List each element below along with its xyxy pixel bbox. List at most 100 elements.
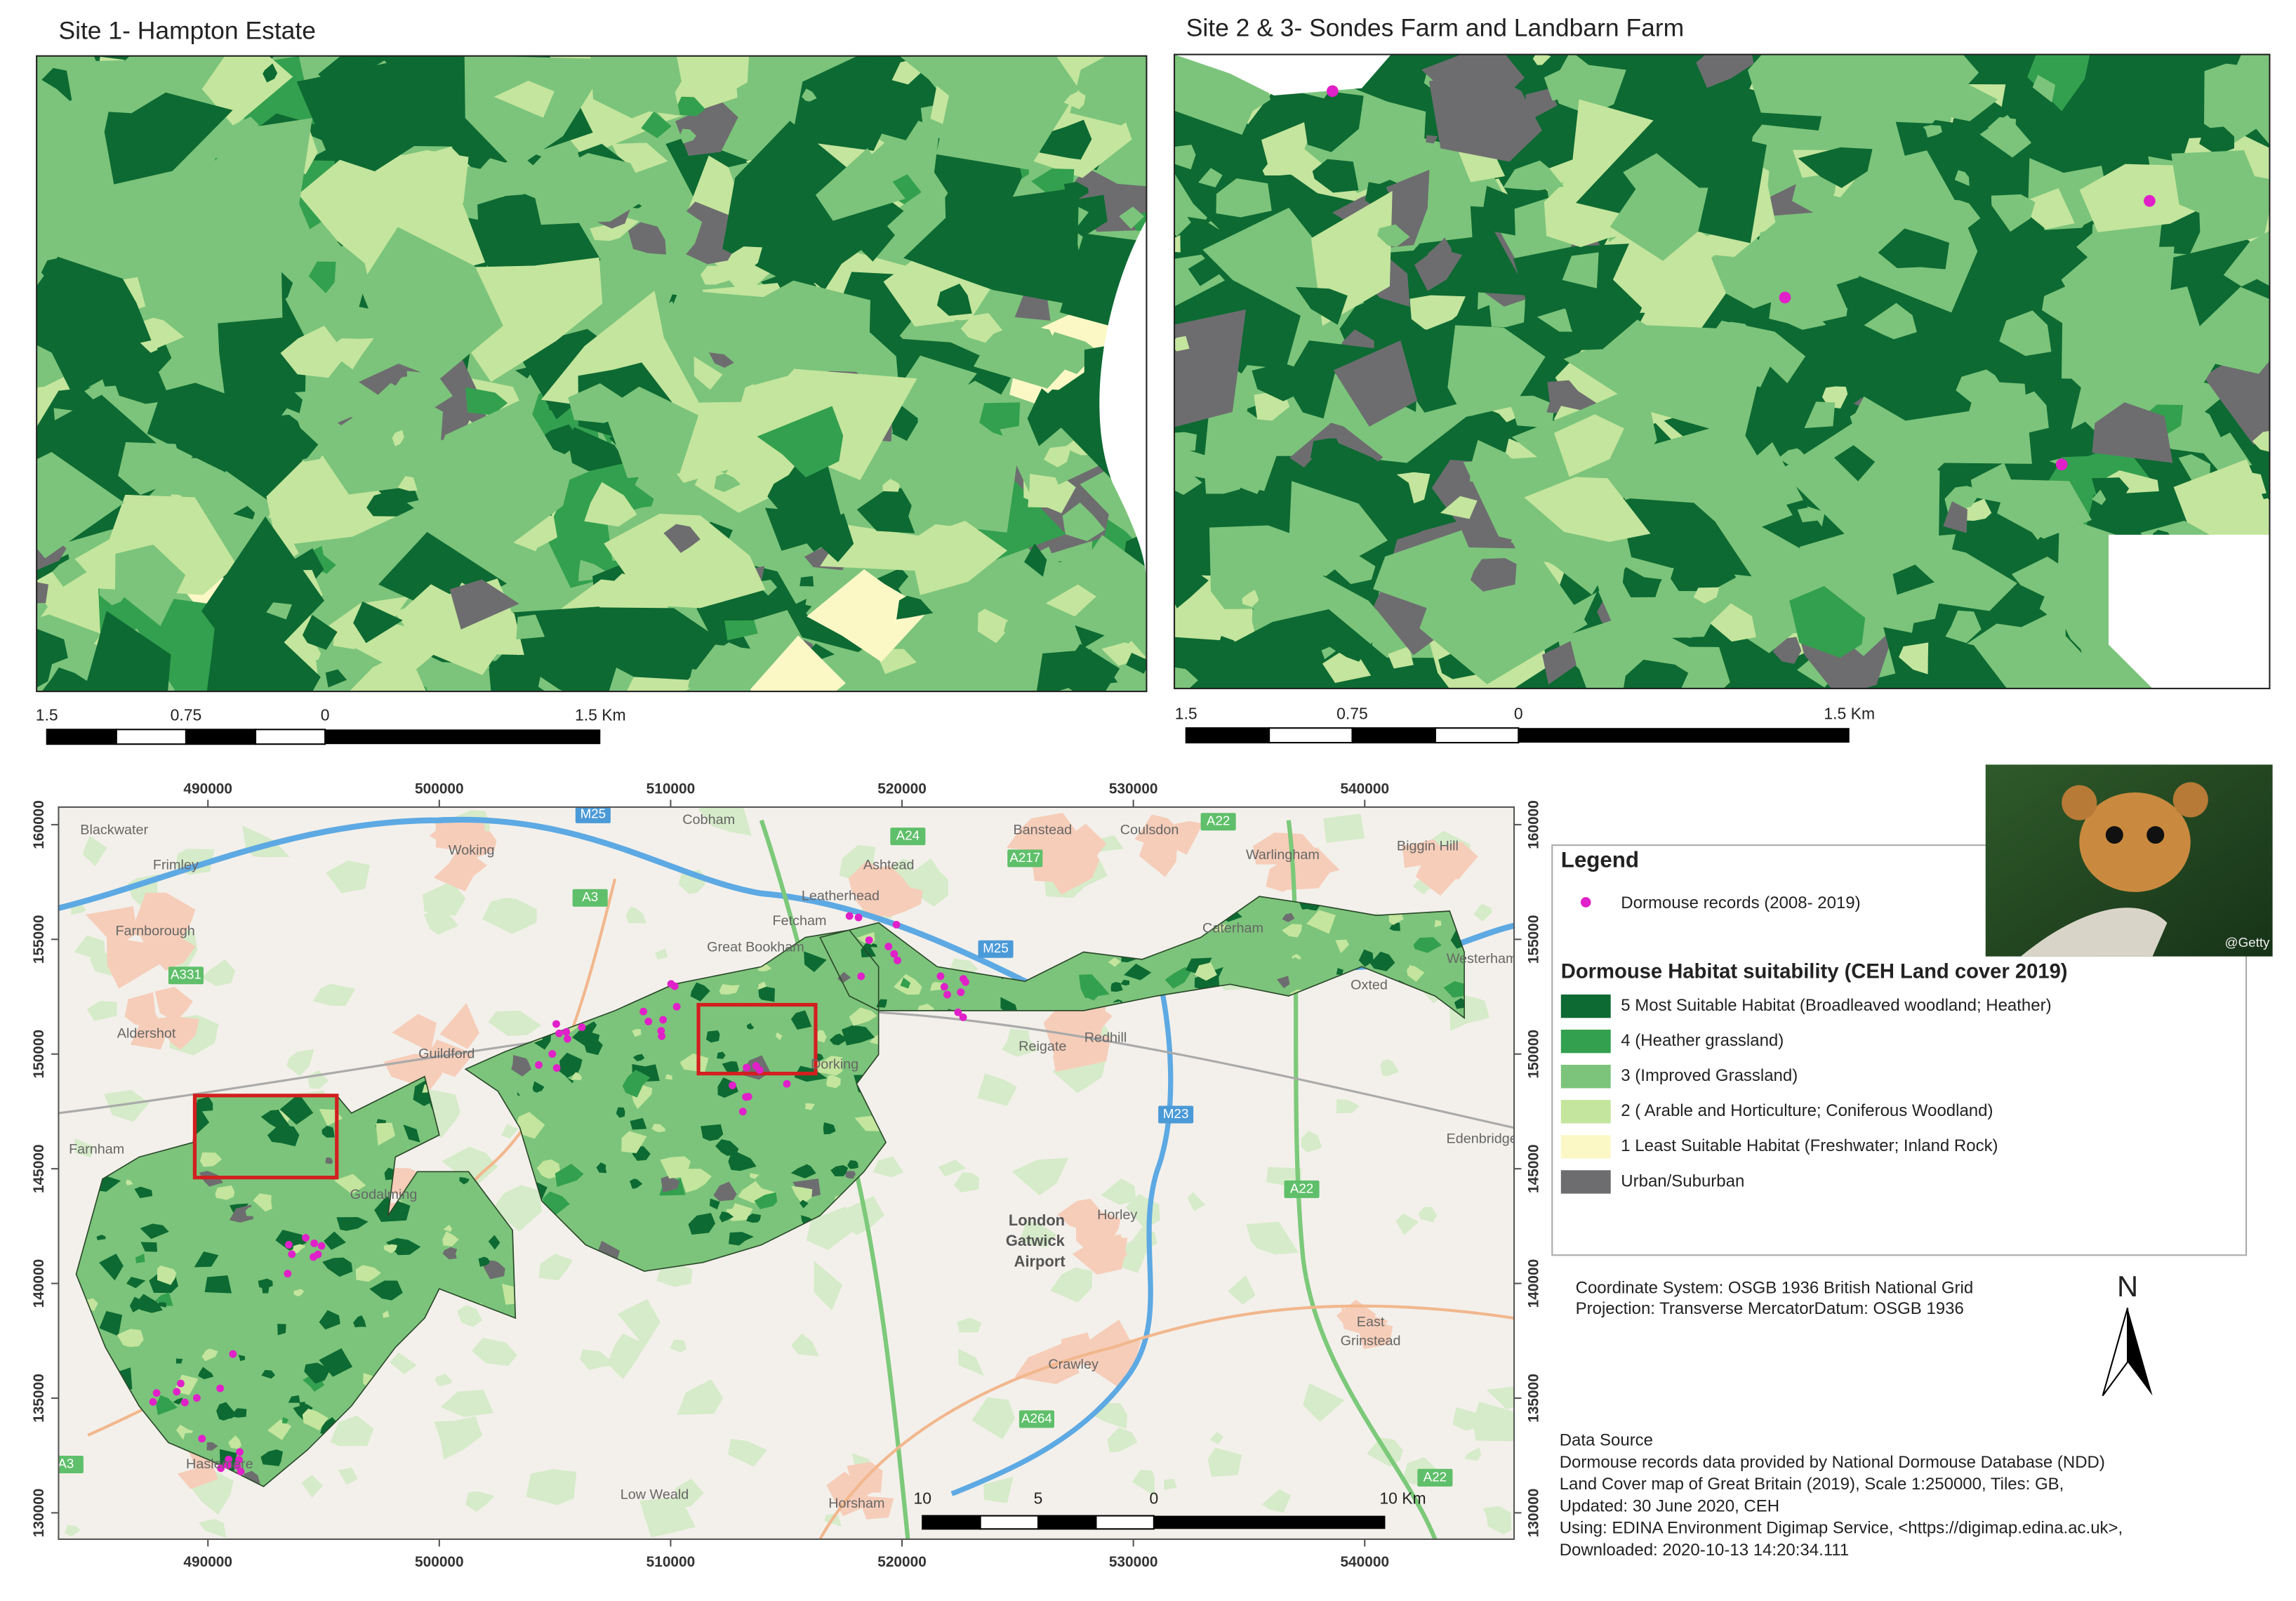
woodland xyxy=(201,959,236,987)
land-parcel xyxy=(755,1214,776,1236)
land-parcel xyxy=(1174,309,1247,427)
x-tick-label: 520000 xyxy=(877,1554,927,1570)
land-parcel xyxy=(1979,347,2003,371)
woodland xyxy=(488,1010,542,1037)
land-parcel xyxy=(478,1256,490,1267)
x-tick-label: 510000 xyxy=(646,1554,696,1570)
land-parcel xyxy=(526,349,555,381)
woodland xyxy=(538,1254,573,1281)
land-parcel xyxy=(1503,160,1565,191)
land-parcel xyxy=(1470,558,1517,592)
land-parcel xyxy=(1970,463,2015,504)
dormouse-record xyxy=(672,1002,681,1011)
land-parcel xyxy=(1358,949,1374,967)
scale-segment xyxy=(979,1515,1040,1530)
land-parcel xyxy=(118,442,185,496)
land-parcel xyxy=(799,576,814,587)
habitat-title: Dormouse Habitat suitability (CEH Land c… xyxy=(1561,960,2068,983)
land-parcel xyxy=(584,1036,603,1056)
land-parcel xyxy=(2027,54,2090,112)
land-parcel xyxy=(830,1164,849,1177)
land-parcel xyxy=(845,1171,856,1179)
road-shield xyxy=(58,1456,84,1474)
dormouse-record xyxy=(960,975,967,983)
photo-ear xyxy=(2172,782,2208,818)
land-parcel xyxy=(1945,610,1982,644)
scale-segment xyxy=(1351,727,1436,744)
land-parcel xyxy=(171,118,321,273)
road-label: A3 xyxy=(582,889,598,904)
legend-swatch xyxy=(1560,1100,1611,1124)
land-parcel xyxy=(750,1173,759,1179)
land-parcel xyxy=(397,476,418,491)
place-label: Airport xyxy=(1014,1252,1066,1270)
woodland xyxy=(434,1374,452,1386)
land-parcel xyxy=(261,1369,275,1379)
woodland xyxy=(74,935,106,962)
place-label: Warlingham xyxy=(1246,847,1320,863)
land-parcel xyxy=(1141,981,1154,990)
land-parcel xyxy=(1999,310,2052,357)
land-parcel xyxy=(1991,194,2036,232)
land-parcel xyxy=(245,1206,261,1216)
photo-credit: @Getty xyxy=(2225,935,2271,950)
woodland xyxy=(580,1349,617,1370)
land-parcel xyxy=(198,1367,214,1380)
dormouse-record xyxy=(578,1023,586,1031)
land-parcel xyxy=(1752,212,1859,297)
woodland xyxy=(492,1185,543,1232)
land-parcel xyxy=(1150,959,1175,978)
land-parcel xyxy=(960,313,1003,343)
road-label: A24 xyxy=(896,828,920,843)
land-parcel xyxy=(849,1007,877,1026)
y-tick-label: 150000 xyxy=(1526,1030,1542,1079)
land-parcel xyxy=(537,1162,557,1178)
woodland xyxy=(198,1519,227,1539)
land-parcel xyxy=(1205,472,1243,494)
land-parcel xyxy=(117,1329,144,1348)
land-parcel xyxy=(212,379,291,441)
land-parcel xyxy=(383,1310,390,1318)
land-parcel xyxy=(807,569,929,662)
land-parcel xyxy=(1014,293,1051,321)
woodland xyxy=(526,1469,577,1506)
land-parcel xyxy=(688,669,752,692)
land-parcel xyxy=(856,488,917,533)
scale-label: 10 xyxy=(913,1489,931,1508)
woodland xyxy=(957,1317,982,1333)
data-source-line: Dormouse records data provided by Nation… xyxy=(1560,1453,2105,1472)
land-parcel xyxy=(449,579,519,630)
woodland xyxy=(1473,903,1493,922)
land-parcel xyxy=(65,60,194,114)
land-parcel xyxy=(1124,963,1152,981)
place-label: Farnborough xyxy=(115,923,194,938)
land-parcel xyxy=(719,1211,734,1223)
no-data xyxy=(1099,220,1147,586)
road-shield xyxy=(1018,1410,1054,1428)
land-parcel xyxy=(1000,997,1018,1013)
land-parcel xyxy=(259,414,319,465)
place-label: Woking xyxy=(449,843,495,858)
land-parcel xyxy=(1174,234,1181,253)
x-tick-label: 530000 xyxy=(1109,1554,1158,1570)
place-label: Gatwick xyxy=(1006,1232,1066,1249)
road-shield xyxy=(978,940,1014,958)
dormouse-record xyxy=(667,980,675,988)
land-parcel xyxy=(173,1397,183,1405)
land-parcel xyxy=(1883,627,2008,689)
place-label: Fetcham xyxy=(773,913,827,929)
land-parcel xyxy=(37,582,49,604)
y-tick-label: 140000 xyxy=(31,1259,47,1308)
land-parcel xyxy=(1997,479,2092,539)
land-parcel xyxy=(1066,535,1147,644)
land-parcel xyxy=(705,1030,720,1043)
road-shield xyxy=(572,889,608,907)
land-parcel xyxy=(1961,159,1993,180)
land-parcel xyxy=(293,1289,305,1296)
woodland xyxy=(70,904,87,915)
road xyxy=(950,966,1174,1496)
woodland xyxy=(1187,1192,1206,1211)
land-parcel xyxy=(369,1280,403,1301)
land-parcel xyxy=(757,406,844,478)
woodland xyxy=(872,1156,904,1178)
